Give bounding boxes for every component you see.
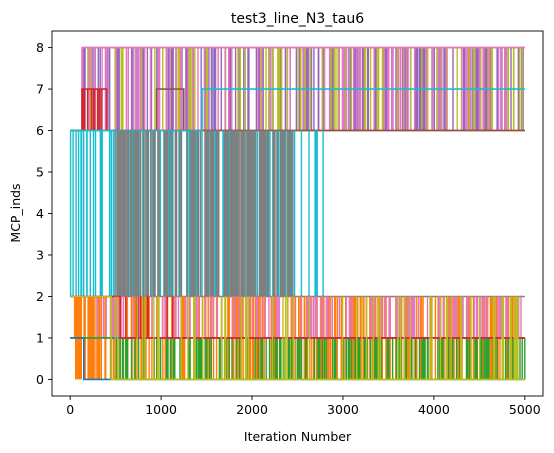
- series-12-switching: [114, 296, 519, 380]
- y-tick-label: 1: [36, 330, 44, 345]
- series-6-switching: [115, 130, 294, 297]
- y-tick-label: 8: [36, 40, 44, 55]
- y-tick-label: 2: [36, 289, 44, 304]
- x-axis-label: Iteration Number: [244, 429, 352, 444]
- series-layer: [69, 46, 526, 381]
- axis-ticks: 0 1000 2000 3000 4000 5000 0 1 2 3 4 5 6 7 8: [36, 40, 541, 417]
- series-3-switching: [82, 89, 103, 131]
- y-tick-label: 6: [36, 123, 44, 138]
- series-12-line: [70, 295, 525, 381]
- y-tick-label: 5: [36, 165, 44, 180]
- x-tick-label: 0: [66, 402, 74, 417]
- y-tick-label: 3: [36, 247, 44, 262]
- y-tick-label: 7: [36, 82, 44, 97]
- series-9-switching: [115, 337, 526, 380]
- x-tick-label: 3000: [327, 402, 359, 417]
- x-tick-label: 5000: [509, 402, 541, 417]
- y-tick-label: 0: [36, 372, 44, 387]
- x-tick-label: 4000: [418, 402, 450, 417]
- y-axis-label: MCP_inds: [8, 183, 23, 242]
- x-tick-label: 2000: [236, 402, 268, 417]
- chart-title: test3_line_N3_tau6: [231, 11, 364, 27]
- x-tick-label: 1000: [145, 402, 177, 417]
- y-tick-label: 4: [36, 206, 44, 221]
